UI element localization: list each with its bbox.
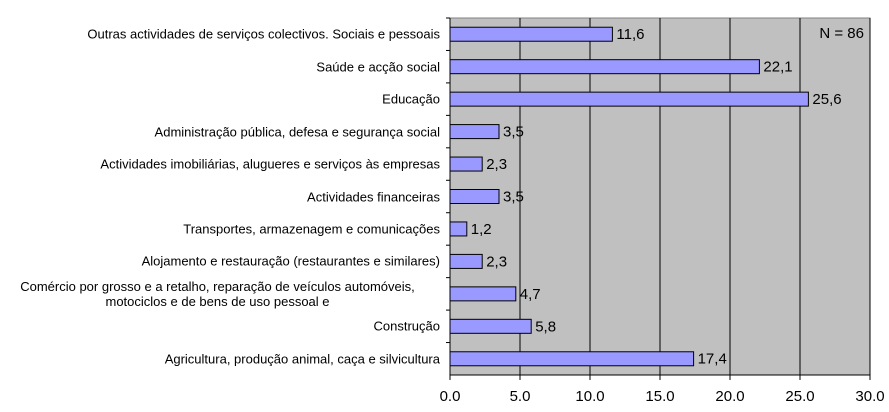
y-tick-label: Construção (373, 318, 440, 334)
bar (449, 91, 809, 107)
y-tick-label: Actividades imobiliárias, alugueres e se… (100, 156, 440, 172)
category-label-box: Construção (0, 319, 440, 334)
category-label-box: Administração pública, defesa e seguranç… (0, 124, 440, 139)
y-tick-label: Agricultura, produção animal, caça e sil… (164, 351, 440, 367)
value-label: 17,4 (698, 351, 727, 368)
bar (449, 253, 483, 269)
x-tick-label: 20.0 (715, 388, 744, 405)
bar (449, 124, 500, 140)
x-tick-label: 0.0 (440, 388, 461, 405)
value-label: 2,3 (486, 156, 507, 173)
value-label: 2,3 (486, 253, 507, 270)
bar (449, 156, 483, 172)
value-label: 1,2 (471, 221, 492, 238)
category-label-box: Educação (0, 92, 440, 107)
y-tick-label: Saúde e acção social (316, 59, 440, 75)
bar (449, 221, 468, 237)
category-label-box: Agricultura, produção animal, caça e sil… (0, 351, 440, 366)
x-tick-label: 10.0 (575, 388, 604, 405)
value-label: 22,1 (763, 59, 792, 76)
value-label: 11,6 (616, 26, 644, 43)
y-tick-label: Transportes, armazenagem e comunicações (183, 221, 440, 237)
value-label: 5,8 (535, 318, 556, 335)
annotation: N = 86 (819, 25, 864, 42)
y-tick-label: Educação (382, 91, 440, 107)
bar (449, 26, 613, 42)
value-label: 25,6 (812, 91, 841, 108)
category-label-box: Actividades financeiras (0, 189, 440, 204)
category-label-box: Alojamento e restauração (restaurantes e… (0, 254, 440, 269)
x-tick-label: 5.0 (510, 388, 531, 405)
category-label-box: Comércio por grosso e a retalho, reparaç… (0, 279, 440, 309)
category-label-box: Transportes, armazenagem e comunicações (0, 221, 440, 236)
bar (449, 286, 517, 302)
bar (449, 318, 532, 334)
y-tick-label: Outras actividades de serviços colectivo… (87, 26, 440, 42)
bar (449, 351, 695, 367)
x-tick-label: 30.0 (855, 388, 884, 405)
bar (449, 59, 760, 75)
y-tick-label: Actividades financeiras (307, 189, 440, 204)
category-label-box: Actividades imobiliárias, alugueres e se… (0, 157, 440, 172)
y-tick-label: Alojamento e restauração (restaurantes e… (141, 253, 440, 269)
y-tick-label: Comércio por grosso e a retalho, reparaç… (20, 278, 415, 309)
value-label: 4,7 (520, 286, 541, 303)
bar (449, 189, 500, 204)
x-tick-label: 15.0 (645, 388, 674, 405)
y-tick-label: Administração pública, defesa e seguranç… (154, 124, 440, 140)
value-label: 3,5 (503, 124, 524, 141)
category-label-box: Saúde e acção social (0, 59, 440, 74)
category-label-box: Outras actividades de serviços colectivo… (0, 27, 440, 42)
value-label: 3,5 (503, 188, 524, 205)
x-tick-label: 25.0 (785, 388, 814, 405)
